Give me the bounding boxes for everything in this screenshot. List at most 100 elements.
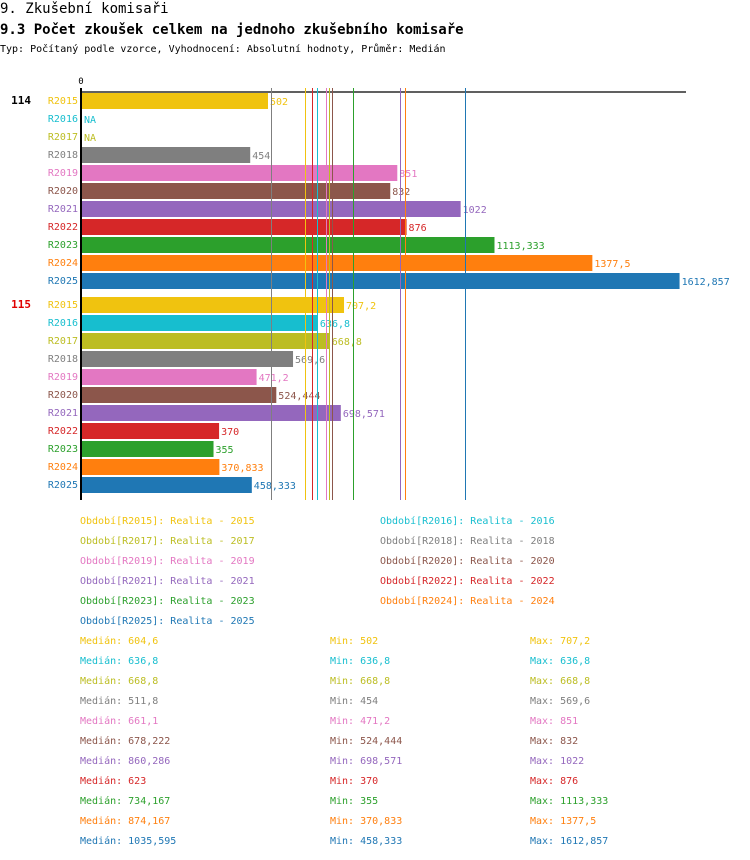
legend-entry: Období[R2016]: Realita - 2016: [380, 516, 555, 527]
data-label: 355: [216, 445, 234, 456]
category-label: R2022: [48, 426, 78, 437]
bar: [82, 459, 220, 475]
min-stat: Min: 370: [330, 776, 379, 787]
data-label: 569,6: [295, 355, 325, 366]
median-stat: Medián: 860,286: [80, 756, 171, 767]
max-stat: Max: 876: [530, 776, 579, 787]
min-stat: Min: 668,8: [330, 676, 391, 687]
category-label: R2023: [48, 444, 78, 455]
max-stat: Max: 1612,857: [530, 836, 609, 847]
bar: [82, 477, 252, 493]
legend-entry: Období[R2018]: Realita - 2018: [380, 536, 555, 547]
data-label: 1377,5: [594, 259, 630, 270]
bar: [82, 315, 318, 331]
bar: [82, 423, 220, 439]
max-stat: Max: 1377,5: [530, 816, 597, 827]
category-label: R2017: [48, 336, 78, 347]
legend-entry: Období[R2017]: Realita - 2017: [80, 536, 255, 547]
data-label: 454: [252, 151, 270, 162]
median-stat: Medián: 678,222: [80, 736, 171, 747]
category-label: R2021: [48, 204, 78, 215]
min-stat: Min: 458,333: [330, 836, 403, 847]
category-label: R2018: [48, 150, 78, 161]
median-stat: Medián: 1035,595: [80, 836, 177, 847]
section-title: 9. Zkušební komisaři: [0, 1, 169, 17]
max-stat: Max: 636,8: [530, 656, 591, 667]
x-tick-label: 0: [78, 77, 83, 87]
bar: [82, 183, 391, 199]
category-label: R2023: [48, 240, 78, 251]
median-stat: Medián: 511,8: [80, 696, 159, 707]
max-stat: Max: 832: [530, 736, 579, 747]
category-label: R2015: [48, 96, 78, 107]
data-label: 1612,857: [682, 277, 730, 288]
category-label: R2020: [48, 390, 78, 401]
category-label: R2017: [48, 132, 78, 143]
bar: [82, 405, 341, 421]
min-stat: Min: 370,833: [330, 816, 403, 827]
category-label: R2025: [48, 276, 78, 287]
bar: [82, 93, 268, 109]
category-label: R2018: [48, 354, 78, 365]
category-label: R2025: [48, 480, 78, 491]
data-label: 458,333: [254, 481, 296, 492]
legend-entry: Období[R2022]: Realita - 2022: [380, 576, 555, 587]
bar: [82, 255, 593, 271]
group-label: 114: [11, 94, 31, 107]
median-stat: Medián: 874,167: [80, 816, 171, 827]
min-stat: Min: 524,444: [330, 736, 403, 747]
data-label: 851: [399, 169, 417, 180]
min-stat: Min: 636,8: [330, 656, 391, 667]
max-stat: Max: 1113,333: [530, 796, 609, 807]
median-stat: Medián: 661,1: [80, 716, 159, 727]
bar: [82, 147, 251, 163]
max-stat: Max: 707,2: [530, 636, 591, 647]
bar: [82, 351, 294, 367]
min-stat: Min: 502: [330, 636, 379, 647]
median-stat: Medián: 668,8: [80, 676, 159, 687]
data-label: 370: [221, 427, 239, 438]
min-stat: Min: 355: [330, 796, 379, 807]
category-label: R2019: [48, 372, 78, 383]
bar: [82, 333, 330, 349]
data-label: 832: [392, 187, 410, 198]
data-label: NA: [84, 115, 96, 126]
chart-description: Typ: Počítaný podle vzorce, Vyhodnocení:…: [0, 44, 446, 55]
legend-entry: Období[R2024]: Realita - 2024: [380, 596, 555, 607]
category-label: R2022: [48, 222, 78, 233]
category-label: R2016: [48, 114, 78, 125]
legend-entry: Období[R2025]: Realita - 2025: [80, 616, 255, 627]
median-stat: Medián: 604,6: [80, 636, 159, 647]
data-label: 471,2: [259, 373, 289, 384]
category-label: R2024: [48, 462, 78, 473]
median-stat: Medián: 636,8: [80, 656, 159, 667]
bar: [82, 165, 398, 181]
min-stat: Min: 454: [330, 696, 379, 707]
category-label: R2016: [48, 318, 78, 329]
data-label: 636,8: [320, 319, 350, 330]
max-stat: Max: 668,8: [530, 676, 591, 687]
max-stat: Max: 1022: [530, 756, 585, 767]
group-label: 115: [11, 298, 31, 311]
bar: [82, 219, 407, 235]
legend-entry: Období[R2015]: Realita - 2015: [80, 516, 255, 527]
median-stat: Medián: 623: [80, 776, 147, 787]
chart-title: 9.3 Počet zkoušek celkem na jednoho zkuš…: [0, 22, 464, 38]
bar: [82, 441, 214, 457]
bar: [82, 237, 495, 253]
max-stat: Max: 851: [530, 716, 579, 727]
min-stat: Min: 471,2: [330, 716, 391, 727]
category-label: R2015: [48, 300, 78, 311]
legend-entry: Období[R2020]: Realita - 2020: [380, 556, 555, 567]
bar: [82, 273, 680, 289]
median-stat: Medián: 734,167: [80, 796, 171, 807]
legend-entry: Období[R2023]: Realita - 2023: [80, 596, 255, 607]
bar: [82, 387, 277, 403]
min-stat: Min: 698,571: [330, 756, 403, 767]
max-stat: Max: 569,6: [530, 696, 591, 707]
data-label: 502: [270, 97, 288, 108]
data-label: NA: [84, 133, 96, 144]
data-label: 698,571: [343, 409, 385, 420]
data-label: 370,833: [221, 463, 263, 474]
